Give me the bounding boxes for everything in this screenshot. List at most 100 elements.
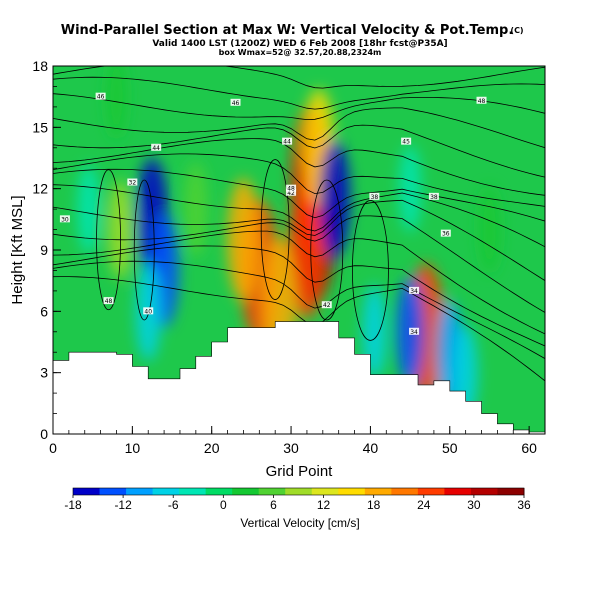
contour-label-box: [230, 98, 241, 106]
contour-label-box: [401, 137, 412, 145]
contour-label-box: [428, 192, 439, 200]
contour-label-box: [321, 301, 332, 309]
y-tick-label: 9: [40, 242, 48, 258]
y-axis: 0 3 6 9 12 15 18: [32, 58, 61, 442]
y-tick-label: 0: [40, 426, 48, 442]
colorbar-swatch: [99, 488, 127, 495]
theta-contour-line: [53, 245, 545, 347]
contour-label: 44: [152, 145, 160, 152]
contour-label: 34: [410, 288, 418, 295]
contour-label-box: [476, 96, 487, 104]
y-tick-label: 18: [32, 58, 48, 74]
velocity-cell: [319, 139, 351, 259]
colorbar-swatch: [179, 488, 207, 495]
terrain: [53, 321, 545, 434]
velocity-cell: [105, 66, 128, 140]
colorbar-swatch: [73, 488, 101, 495]
x-tick-label: 0: [49, 440, 57, 456]
velocity-cell: [399, 145, 422, 233]
colorbar-swatch: [152, 488, 180, 495]
theta-contour-line: [53, 153, 545, 207]
y-tick-label: 3: [40, 365, 48, 381]
x-tick-label: 10: [125, 440, 141, 456]
theta-contour-line: [53, 168, 545, 222]
contour-label: 38: [371, 194, 379, 201]
colorbar-swatch: [470, 488, 498, 495]
contour-label-box: [440, 229, 451, 237]
theta-contour-line: [310, 179, 344, 321]
contour-label: 46: [97, 94, 105, 101]
colorbar-swatch: [285, 488, 313, 495]
colorbar-swatch: [126, 488, 154, 495]
contour-label-box: [127, 178, 138, 186]
colorbar-tick-label: 18: [367, 498, 381, 512]
chart-subtitle-2: box Wmax=52@ 32.57,20.88,2324m: [219, 48, 382, 57]
colorbar-swatch: [444, 488, 472, 495]
contour-label: 42: [287, 190, 295, 197]
theta-contour-line: [260, 159, 290, 300]
velocity-cell: [478, 185, 501, 274]
colorbar-swatch: [417, 488, 445, 495]
x-axis: 0 10 20 30 40 50 60: [49, 426, 546, 456]
y-axis-label: Height [Kft MSL]: [9, 195, 26, 304]
contour-label: 30: [61, 216, 69, 223]
y-tick-label: 6: [40, 303, 48, 319]
contour-label-box: [409, 327, 420, 335]
contour-label-box: [409, 286, 420, 294]
contour-label-box: [282, 137, 293, 145]
contour-label: 40: [144, 308, 152, 315]
contour-label: 48: [478, 98, 486, 105]
velocity-cell: [288, 181, 326, 319]
contour-label: 32: [129, 180, 137, 187]
contour-label-box: [286, 184, 297, 192]
theta-contour-line: [53, 93, 545, 121]
x-tick-label: 20: [204, 440, 220, 456]
x-tick-label: 30: [283, 440, 299, 456]
theta-contour-line: [53, 215, 545, 313]
contour-label-box: [103, 297, 114, 305]
contour-label: 46: [232, 100, 240, 107]
x-axis-label: Grid Point: [266, 463, 334, 480]
colorbar-swatch: [364, 488, 392, 495]
theta-contour-line: [53, 66, 545, 89]
contour-label: 48: [287, 186, 295, 193]
theta-contours: [53, 66, 545, 382]
contour-label-box: [151, 143, 162, 151]
theta-contour-line: [53, 124, 545, 178]
colorbar: -18 -12 -6 0 6 12 18 24 30 36: [64, 487, 531, 512]
velocity-cell: [183, 161, 208, 257]
contour-label-box: [286, 188, 297, 196]
colorbar-tick-label: 30: [467, 498, 481, 512]
contour-label: 44: [283, 139, 291, 146]
colorbar-tick-label: 0: [220, 498, 227, 512]
theta-contour-line: [133, 179, 155, 321]
theta-contour-line: [53, 230, 545, 335]
colorbar-label: Vertical Velocity [cm/s]: [240, 516, 359, 530]
theta-contour-line: [53, 107, 545, 149]
theta-contour-line: [53, 184, 545, 248]
theta-contour-line: [96, 169, 121, 311]
contour-label: 34: [410, 329, 418, 336]
chart-title-suffix: (C): [510, 26, 523, 35]
contour-label: 48: [105, 298, 113, 305]
colorbar-swatch: [205, 488, 233, 495]
colorbar-tick-label: 36: [517, 498, 531, 512]
contour-label: 38: [430, 194, 438, 201]
theta-contour-line: [352, 200, 389, 341]
colorbar-tick-label: -12: [114, 498, 132, 512]
colorbar-swatch: [391, 488, 419, 495]
theta-contour-line: [53, 260, 545, 359]
colorbar-tick-label: 12: [317, 498, 331, 512]
colorbar-swatch: [232, 488, 260, 495]
colorbar-tick-label: -6: [168, 498, 179, 512]
contour-label-box: [95, 92, 106, 100]
colorbar-swatch: [338, 488, 366, 495]
contour-label: 42: [323, 302, 331, 309]
contour-label: 36: [442, 231, 450, 238]
colorbar-tick-label: 24: [417, 498, 431, 512]
theta-contour-line: [53, 76, 545, 110]
contour-label-box: [59, 215, 70, 223]
